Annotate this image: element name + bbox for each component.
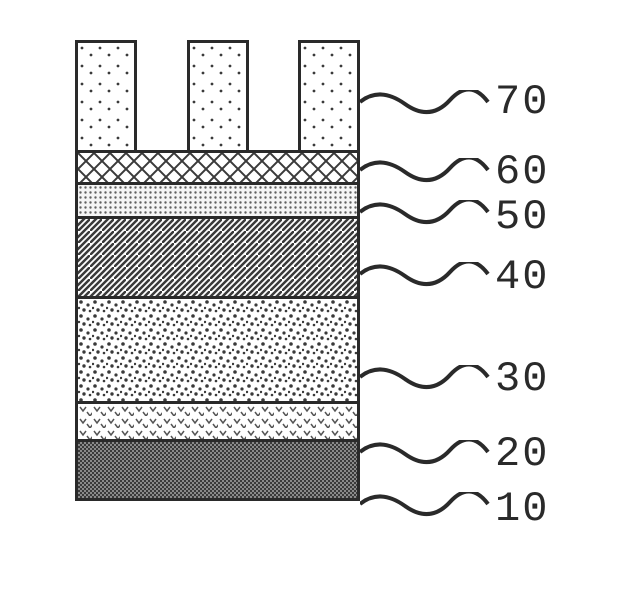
layer-10 bbox=[75, 439, 360, 501]
leader-70 bbox=[360, 90, 490, 120]
label-40: 40 bbox=[495, 253, 549, 301]
leader-50 bbox=[360, 200, 490, 230]
layer-50 bbox=[75, 182, 360, 216]
pillar bbox=[187, 40, 249, 150]
label-30: 30 bbox=[495, 355, 549, 403]
label-10: 10 bbox=[495, 485, 549, 533]
layer-30 bbox=[75, 296, 360, 401]
layer-70 bbox=[75, 40, 360, 150]
layer-40 bbox=[75, 216, 360, 296]
leader-10 bbox=[360, 492, 490, 522]
leader-40 bbox=[360, 262, 490, 292]
label-60: 60 bbox=[495, 148, 549, 196]
label-70: 70 bbox=[495, 78, 549, 126]
layer-stack-diagram bbox=[75, 40, 360, 501]
layer-60 bbox=[75, 150, 360, 182]
label-20: 20 bbox=[495, 430, 549, 478]
pillar bbox=[75, 40, 137, 150]
label-50: 50 bbox=[495, 193, 549, 241]
pillar bbox=[298, 40, 360, 150]
leader-20 bbox=[360, 440, 490, 470]
leader-30 bbox=[360, 365, 490, 395]
leader-60 bbox=[360, 158, 490, 188]
layer-20 bbox=[75, 401, 360, 439]
